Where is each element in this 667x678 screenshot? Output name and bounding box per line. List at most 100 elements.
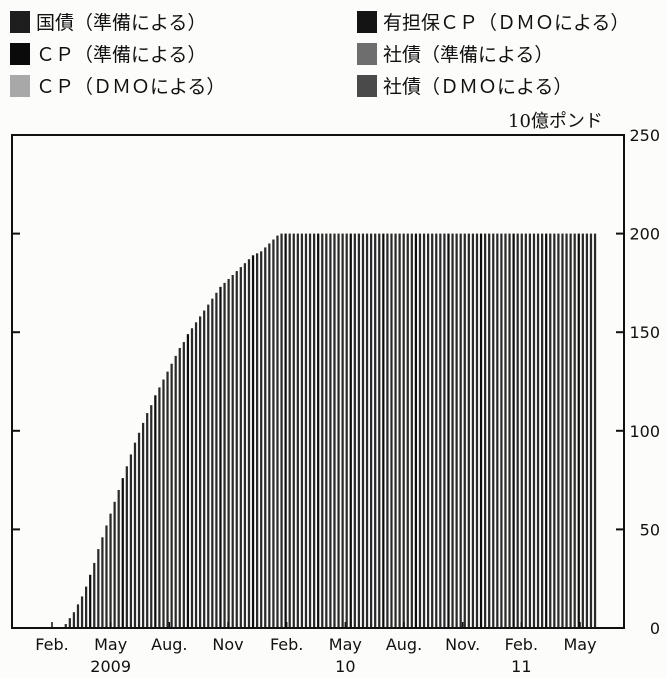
- x-tick-label: Aug.: [386, 635, 422, 654]
- bar: [333, 233, 336, 628]
- bar: [260, 251, 263, 628]
- bar: [553, 233, 556, 628]
- bar: [512, 233, 515, 628]
- bar: [475, 233, 479, 628]
- x-tick-label: Feb.: [35, 635, 68, 654]
- unit-label: 10億ポンド: [508, 111, 603, 132]
- bar: [561, 233, 564, 628]
- y-tick-label: 50: [640, 520, 660, 539]
- bar: [321, 233, 324, 628]
- bar: [394, 233, 397, 628]
- bar: [402, 233, 405, 628]
- bar: [137, 432, 141, 628]
- bar: [182, 342, 185, 628]
- legend-swatch: [10, 10, 30, 33]
- bar: [133, 442, 137, 628]
- bar: [239, 267, 242, 628]
- bar: [488, 233, 491, 628]
- bar: [292, 233, 295, 628]
- bar: [463, 233, 466, 628]
- bar: [520, 233, 523, 628]
- bar: [284, 233, 287, 628]
- bar: [431, 233, 434, 628]
- bar: [227, 278, 230, 628]
- bar: [508, 233, 511, 628]
- bar: [162, 379, 165, 628]
- bar: [89, 574, 92, 628]
- bar: [593, 233, 597, 628]
- legend-item-corp-bonds-reserves: 社債（準備による）: [357, 40, 553, 67]
- bar: [443, 233, 446, 628]
- bar: [455, 233, 458, 628]
- bar: [93, 562, 96, 628]
- bar: [101, 537, 104, 628]
- bar: [268, 243, 271, 628]
- bar: [125, 466, 128, 628]
- legend-item-secured-cp-dmo: 有担保ＣＰ（ＤＭＯによる）: [357, 8, 629, 35]
- bar: [150, 405, 153, 628]
- bar: [117, 489, 120, 628]
- bar: [484, 233, 487, 628]
- y-tick-label: 250: [629, 126, 660, 145]
- bar: [288, 233, 291, 628]
- bar: [329, 233, 332, 628]
- bar: [251, 255, 255, 629]
- bar: [178, 347, 181, 628]
- x-axis: Feb. May Aug. Nov Feb. May Aug. Nov. Feb. May 2009…: [35, 622, 597, 676]
- bar: [374, 233, 377, 628]
- bar: [378, 233, 381, 628]
- bar: [549, 233, 552, 628]
- legend-label: 社債（準備による）: [383, 44, 554, 66]
- bar: [418, 233, 422, 628]
- bar: [581, 233, 584, 628]
- legend-swatch: [10, 74, 30, 97]
- x-year-label: 11: [511, 657, 531, 676]
- bar: [365, 233, 369, 628]
- bar: [467, 233, 470, 628]
- bar: [382, 233, 385, 628]
- bar: [174, 355, 177, 628]
- bar: [427, 233, 430, 628]
- y-tick-label: 150: [629, 323, 660, 342]
- bar: [370, 233, 373, 628]
- bar: [447, 233, 450, 628]
- bar: [516, 233, 519, 628]
- bar: [211, 298, 214, 628]
- bar: [471, 233, 475, 628]
- bar: [557, 233, 560, 628]
- legend-label: 有担保ＣＰ（ＤＭＯによる）: [383, 12, 630, 34]
- bar: [223, 282, 226, 628]
- x-year-label: 2009: [90, 657, 131, 676]
- bar: [422, 233, 426, 628]
- bar: [190, 328, 194, 628]
- bar: [121, 478, 124, 628]
- x-tick-label: May: [329, 635, 362, 654]
- bar: [142, 422, 145, 628]
- y-tick-label: 200: [629, 225, 660, 244]
- y-tick-label: 100: [629, 422, 660, 441]
- bar: [313, 233, 316, 628]
- y-tick-label: 0: [650, 619, 660, 638]
- bar: [325, 233, 328, 628]
- bar: [349, 233, 352, 628]
- bar: [565, 233, 568, 628]
- bar: [72, 612, 76, 628]
- legend-item-cp-dmo: ＣＰ（ＤＭＯによる）: [10, 72, 225, 99]
- legend-label: 社債（ＤＭＯによる）: [383, 76, 573, 98]
- bar: [231, 275, 234, 628]
- bar: [414, 233, 418, 628]
- bar: [573, 233, 576, 628]
- bar: [459, 233, 462, 628]
- bar: [524, 233, 527, 628]
- bar: [435, 233, 438, 628]
- legend-swatch: [357, 42, 377, 65]
- legend-label: 国債（準備による）: [36, 12, 207, 34]
- bar: [280, 233, 283, 628]
- bar: [577, 233, 580, 628]
- bar: [496, 233, 499, 628]
- bar: [80, 596, 84, 628]
- legend-label: ＣＰ（ＤＭＯによる）: [36, 76, 226, 98]
- bar: [247, 259, 251, 628]
- bar: [589, 233, 593, 628]
- bar: [64, 624, 67, 628]
